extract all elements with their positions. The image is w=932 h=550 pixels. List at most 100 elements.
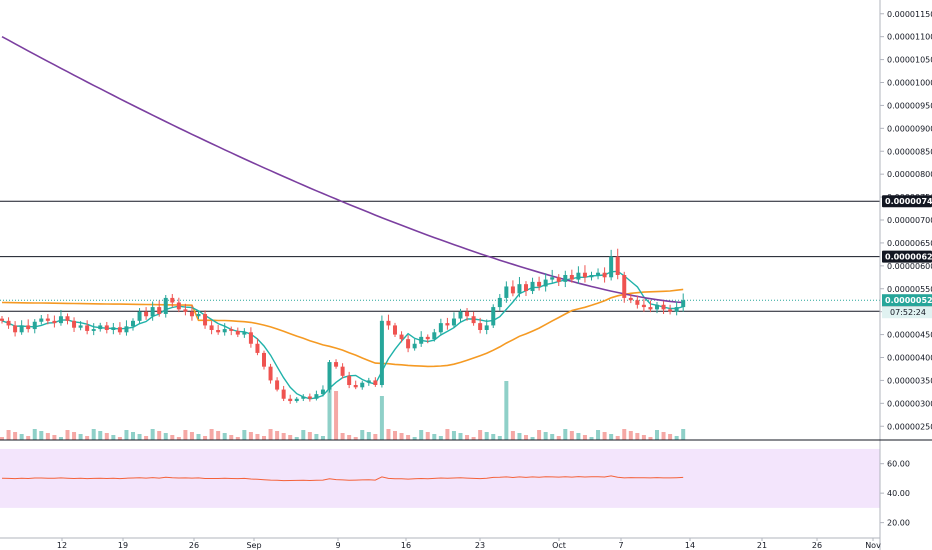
grid-layer (0, 200, 880, 312)
candle (412, 343, 417, 349)
candle (484, 325, 489, 330)
volume-bar (628, 431, 633, 440)
y-tick-label: 0.00000900 (887, 124, 932, 133)
candle (615, 256, 620, 275)
volume-bar (648, 437, 653, 440)
candles (0, 248, 686, 404)
volume-bar (170, 435, 175, 440)
y-tick-label: 0.00001150 (887, 10, 932, 19)
candle (72, 320, 77, 328)
candle (609, 256, 614, 278)
candle (458, 311, 463, 319)
volume-bar (589, 437, 594, 440)
volume-bar (393, 431, 397, 440)
candle (26, 325, 31, 330)
volume-bar (58, 437, 63, 440)
candle (281, 389, 286, 399)
volume-bar (386, 429, 391, 440)
volume-bar (301, 430, 306, 440)
volume-bar (655, 430, 659, 440)
candle (144, 311, 149, 317)
volume-bar (432, 434, 437, 440)
volume-bar (353, 437, 358, 440)
volume-bar (438, 436, 443, 440)
y-tick-label: 0.00000850 (887, 147, 932, 156)
candle (98, 325, 103, 330)
candle (170, 297, 175, 303)
candle (602, 272, 607, 278)
volume-bar (596, 430, 601, 440)
volume-bar (196, 434, 201, 440)
x-tick-label: 9 (335, 541, 340, 550)
candle (628, 297, 633, 301)
candle (150, 307, 155, 317)
candle (294, 398, 299, 402)
candle (681, 300, 686, 308)
candle (39, 318, 44, 322)
candle (176, 302, 181, 310)
volume-bar (104, 433, 109, 440)
volume-bar (235, 437, 240, 440)
candle (386, 320, 391, 326)
volume-bar (556, 436, 561, 440)
candle (504, 286, 509, 298)
volume-bar (576, 433, 581, 440)
candle (353, 385, 358, 388)
candle (268, 366, 273, 381)
volume-bar (320, 436, 325, 440)
candle (556, 277, 561, 282)
candle (366, 380, 371, 383)
y-tick-label: 0.00001000 (887, 79, 932, 88)
candle (307, 396, 312, 399)
volume-bar (242, 430, 247, 440)
volume-bar (157, 431, 162, 440)
candle (248, 332, 253, 344)
volume-bar (360, 430, 365, 440)
candle (510, 286, 515, 294)
candle (674, 307, 679, 312)
volume-bar (163, 433, 168, 440)
volume-bar (262, 436, 266, 440)
candle (189, 311, 194, 317)
candle (379, 320, 384, 385)
y-tick-label: 0.00000300 (887, 399, 932, 408)
x-tick-label: 26 (812, 541, 822, 550)
volume-bar (32, 429, 37, 440)
candle (229, 329, 234, 331)
volume-bar (255, 434, 260, 440)
volume-bar (517, 433, 522, 440)
candle (203, 313, 208, 326)
x-tick-label: 23 (475, 541, 485, 550)
volume-bars (0, 381, 686, 440)
ma-fast-line (1, 270, 684, 400)
volume-bar (268, 429, 273, 440)
candle (569, 275, 574, 280)
candle (6, 320, 11, 326)
volume-bar (209, 429, 214, 440)
candle (635, 300, 640, 305)
candle (288, 398, 293, 402)
volume-bar (203, 436, 208, 440)
x-tick-label: 21 (757, 541, 767, 550)
volume-bar (484, 432, 489, 440)
y-tick-label: 0.00000700 (887, 216, 932, 225)
volume-bar (144, 436, 149, 440)
x-tick-label: Oct (552, 541, 566, 550)
volume-bar (98, 431, 103, 440)
x-tick-label: Sep (246, 541, 261, 550)
candle (222, 329, 227, 333)
candle (524, 284, 528, 292)
candle (13, 325, 18, 333)
candle (347, 375, 352, 385)
volume-bar (478, 430, 483, 440)
volume-bar (530, 437, 535, 440)
current-price-label: 0.00000525 (885, 296, 932, 305)
candle (131, 320, 135, 327)
x-tick-label: Nov (865, 541, 881, 550)
x-tick-label: 7 (618, 541, 623, 550)
candle (537, 281, 542, 287)
candle (111, 327, 116, 330)
ma-mid-line (1, 288, 684, 368)
volume-bar (451, 431, 456, 440)
